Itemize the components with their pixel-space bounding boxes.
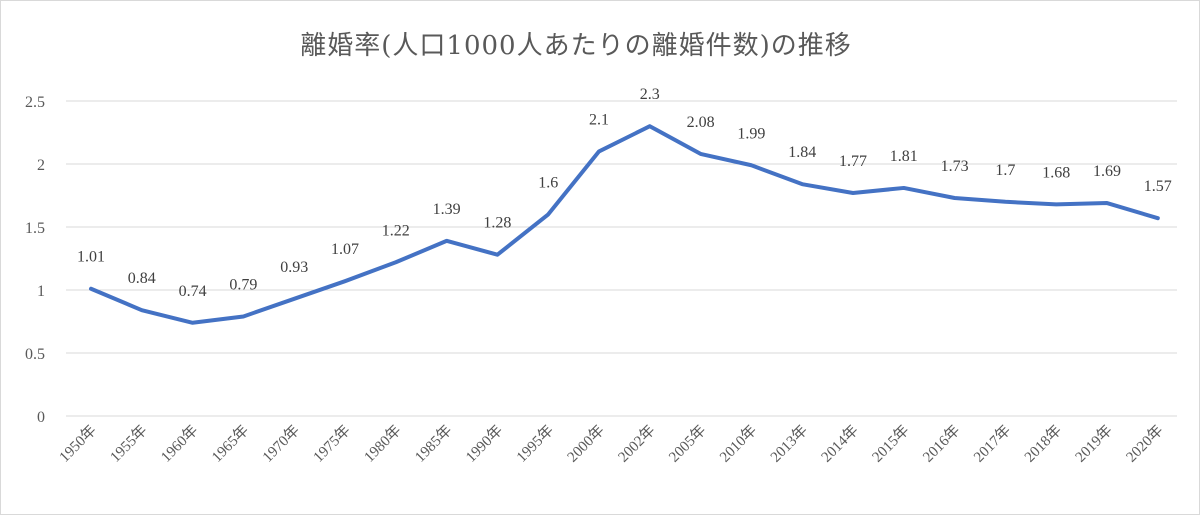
x-tick-label: 2020年 — [1123, 422, 1167, 466]
data-label: 1.99 — [737, 125, 765, 142]
data-label: 1.77 — [839, 153, 867, 170]
data-label: 1.69 — [1093, 163, 1121, 180]
y-tick-label: 1 — [37, 283, 45, 300]
x-tick-label: 2005年 — [666, 422, 710, 466]
x-tick-label: 2016年 — [920, 422, 964, 466]
x-tick-label: 1995年 — [513, 422, 557, 466]
y-tick-label: 2 — [37, 157, 45, 174]
y-tick-label: 0 — [37, 409, 45, 426]
data-label: 0.79 — [229, 276, 257, 293]
x-tick-label: 2014年 — [818, 422, 862, 466]
x-tick-label: 1985年 — [412, 422, 456, 466]
x-tick-label: 1980年 — [361, 422, 405, 466]
series-line — [89, 124, 1160, 325]
y-tick-label: 0.5 — [25, 346, 45, 363]
x-tick-label: 1990年 — [462, 422, 506, 466]
x-tick-label: 1975年 — [310, 422, 354, 466]
x-tick-label: 1955年 — [107, 422, 151, 466]
x-tick-label: 2018年 — [1021, 422, 1065, 466]
x-tick-label: 1965年 — [208, 422, 252, 466]
data-label: 1.7 — [995, 162, 1015, 179]
data-label: 1.07 — [331, 241, 359, 258]
x-tick-label: 2000年 — [564, 422, 608, 466]
data-label: 0.74 — [179, 283, 207, 300]
x-tick-label: 2002年 — [615, 422, 659, 466]
data-label: 0.93 — [280, 259, 308, 276]
x-tick-label: 1960年 — [158, 422, 202, 466]
data-label: 2.3 — [640, 86, 660, 103]
data-label: 1.39 — [433, 201, 461, 218]
data-label: 1.28 — [483, 215, 511, 232]
x-tick-label: 2017年 — [970, 422, 1014, 466]
chart-title: 離婚率(人口1000人あたりの離婚件数)の推移 — [300, 31, 852, 61]
data-label: 1.84 — [788, 144, 816, 161]
data-label: 1.73 — [941, 158, 969, 175]
x-tick-label: 2019年 — [1072, 422, 1116, 466]
y-tick-label: 2.5 — [25, 94, 45, 111]
x-tick-label: 2015年 — [869, 422, 913, 466]
data-label: 1.68 — [1042, 164, 1070, 181]
data-label: 2.1 — [589, 111, 609, 128]
data-label: 1.81 — [890, 148, 918, 165]
x-tick-label: 1970年 — [259, 422, 303, 466]
y-tick-label: 1.5 — [25, 220, 45, 237]
x-tick-label: 2010年 — [716, 422, 760, 466]
data-label: 1.22 — [382, 222, 410, 239]
x-tick-label: 1950年 — [56, 422, 100, 466]
data-label: 0.84 — [128, 270, 156, 287]
data-label: 1.57 — [1144, 178, 1172, 195]
data-label: 1.01 — [77, 249, 105, 266]
x-tick-label: 2013年 — [767, 422, 811, 466]
data-label: 2.08 — [687, 114, 715, 131]
data-label: 1.6 — [538, 174, 558, 191]
